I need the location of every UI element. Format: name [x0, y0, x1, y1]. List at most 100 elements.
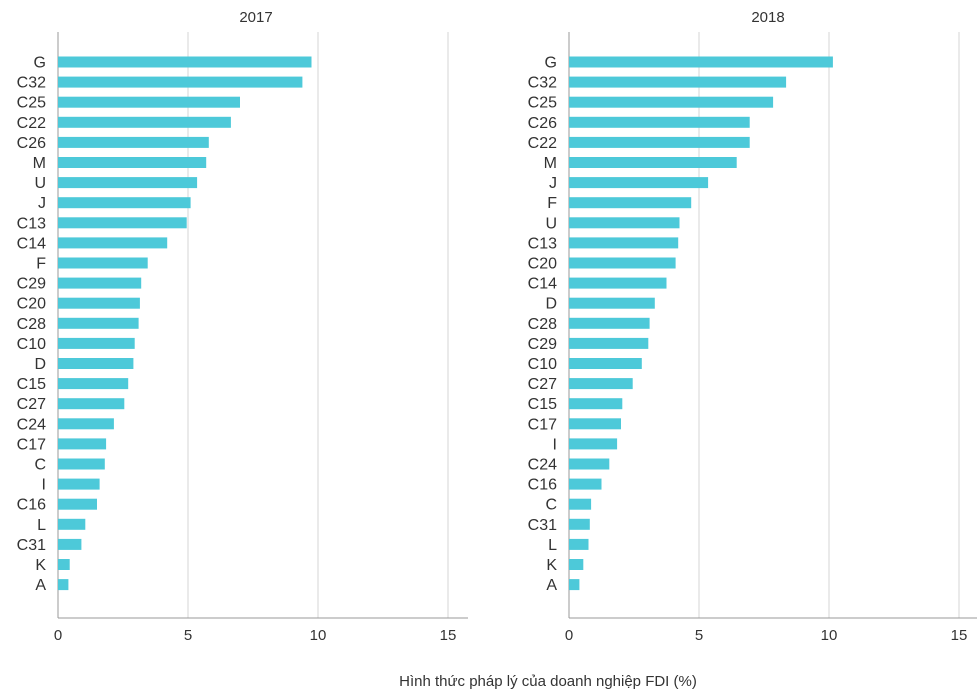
category-label: L — [548, 537, 557, 554]
chart-panel-2017: 2017 0 5 10 15 G C32 C25 C22 C26 MUJ C13 C14 F C29 C20 C… — [17, 9, 468, 644]
category-label: C — [545, 497, 557, 514]
category-label: F — [36, 256, 46, 273]
category-label: G — [34, 55, 46, 72]
category-label: C22 — [17, 115, 46, 132]
bar — [58, 177, 198, 189]
bar — [569, 498, 592, 510]
bar — [58, 398, 125, 410]
category-label: C24 — [17, 416, 46, 433]
bar — [569, 177, 709, 189]
bar — [569, 358, 642, 369]
bar — [569, 157, 737, 168]
category-label: C27 — [528, 376, 557, 393]
bar — [569, 136, 750, 148]
category-label: C24 — [528, 457, 557, 474]
bar — [58, 518, 86, 530]
bar — [58, 498, 97, 510]
category-label: C20 — [528, 256, 557, 273]
category-label: C29 — [17, 276, 46, 293]
category-label: K — [35, 557, 46, 574]
category-label: F — [547, 195, 557, 212]
panel-title: 2018 — [751, 9, 784, 26]
bar — [58, 76, 303, 88]
x-tick-label: 15 — [951, 627, 968, 644]
bar — [569, 116, 750, 128]
category-label: K — [546, 557, 557, 574]
category-label: C10 — [17, 336, 46, 353]
category-label: C13 — [17, 215, 46, 232]
bar — [569, 297, 655, 309]
bar — [58, 538, 82, 550]
bar — [569, 378, 633, 390]
bar — [569, 337, 649, 349]
bar — [569, 277, 667, 289]
bar — [58, 358, 134, 369]
bar — [58, 197, 191, 209]
category-label: C13 — [528, 235, 557, 252]
category-label: C14 — [528, 276, 557, 293]
category-label: C28 — [17, 316, 46, 333]
category-label: I — [553, 436, 557, 453]
x-axis-label: Hình thức pháp lý của doanh nghiệp FDI (… — [399, 673, 697, 690]
category-label: C14 — [17, 235, 46, 252]
x-tick-label: 0 — [565, 627, 573, 644]
bar — [569, 438, 618, 450]
bar — [569, 197, 692, 209]
category-label: C16 — [17, 497, 46, 514]
x-tick-label: 15 — [440, 627, 457, 644]
category-label: J — [549, 175, 557, 192]
category-label: D — [34, 356, 46, 373]
category-label: C10 — [528, 356, 557, 373]
bar — [569, 257, 676, 269]
bar — [58, 277, 142, 289]
category-label: C32 — [528, 75, 557, 92]
bar — [58, 56, 312, 68]
bar — [58, 297, 140, 309]
category-label: L — [37, 517, 46, 534]
bar — [58, 237, 168, 249]
bar — [569, 538, 589, 550]
bar — [569, 559, 584, 570]
category-label: C26 — [528, 115, 557, 132]
bar — [569, 478, 602, 490]
bar — [58, 157, 207, 168]
x-tick-label: 0 — [54, 627, 62, 644]
category-label: I — [42, 477, 46, 494]
bar — [58, 458, 105, 470]
category-label: U — [34, 175, 46, 192]
bar — [569, 217, 680, 229]
category-label: A — [35, 577, 46, 594]
category-label: C25 — [528, 95, 557, 112]
bar — [58, 217, 187, 229]
category-label: A — [546, 577, 557, 594]
bar — [58, 438, 107, 450]
bar — [58, 418, 114, 430]
category-label: G — [545, 55, 557, 72]
category-label: C31 — [528, 517, 557, 534]
category-label: C31 — [17, 537, 46, 554]
bar — [569, 579, 580, 591]
bar — [569, 56, 833, 68]
category-label: C28 — [528, 316, 557, 333]
category-label: C15 — [528, 396, 557, 413]
bar — [58, 337, 135, 349]
bar — [569, 458, 610, 470]
bar — [569, 317, 650, 329]
x-tick-label: 5 — [184, 627, 192, 644]
category-label: C17 — [17, 436, 46, 453]
category-label: C27 — [17, 396, 46, 413]
category-label: M — [544, 155, 557, 172]
bar — [58, 116, 231, 128]
category-label: C32 — [17, 75, 46, 92]
bar — [58, 96, 240, 108]
bar — [569, 418, 621, 430]
bar — [569, 237, 679, 249]
bar — [569, 398, 623, 410]
category-label: C26 — [17, 135, 46, 152]
category-label: C16 — [528, 477, 557, 494]
bar — [569, 76, 787, 88]
x-tick-label: 5 — [695, 627, 703, 644]
bar — [58, 579, 69, 591]
bar — [58, 378, 129, 390]
